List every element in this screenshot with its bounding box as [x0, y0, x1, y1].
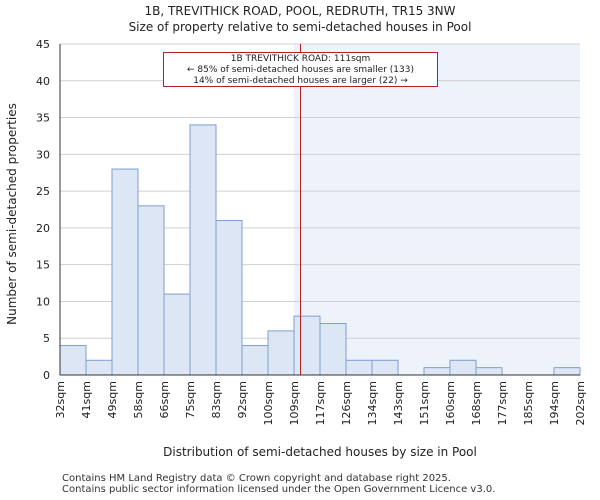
bar: [137, 205, 165, 376]
x-tick-label: 49sqm: [106, 381, 119, 418]
x-tick-label: 143sqm: [392, 381, 405, 425]
y-tick-label: 25: [36, 185, 50, 198]
bar: [345, 359, 373, 376]
x-tick-label: 134sqm: [366, 381, 379, 425]
y-tick-label: 45: [36, 38, 50, 51]
footer-line-1: Contains HM Land Registry data © Crown c…: [62, 473, 451, 484]
x-tick-label: 75sqm: [184, 381, 197, 418]
bar: [85, 359, 113, 376]
y-tick-label: 0: [43, 369, 50, 382]
bar: [189, 124, 217, 376]
y-tick-label: 35: [36, 112, 50, 125]
x-tick-label: 126sqm: [340, 381, 353, 425]
footer-line-2: Contains public sector information licen…: [62, 484, 496, 495]
bar: [423, 367, 451, 376]
x-tick-label: 168sqm: [470, 381, 483, 425]
y-tick-label: 10: [36, 295, 50, 308]
bar: [319, 323, 347, 376]
y-tick-label: 20: [36, 222, 50, 235]
x-axis-label: Distribution of semi-detached houses by …: [163, 445, 477, 459]
bar: [371, 359, 399, 376]
chart-subtitle: Size of property relative to semi-detach…: [128, 20, 472, 34]
x-tick-label: 117sqm: [314, 381, 327, 425]
highlight-region: [294, 44, 580, 375]
x-tick-label: 194sqm: [548, 381, 561, 425]
x-tick-label: 160sqm: [444, 381, 457, 425]
y-tick-label: 30: [36, 148, 50, 161]
x-tick-label: 177sqm: [496, 381, 509, 425]
x-tick-label: 58sqm: [132, 381, 145, 418]
annotation-box: 1B TREVITHICK ROAD: 111sqm ← 85% of semi…: [163, 52, 438, 87]
x-tick-label: 202sqm: [574, 381, 587, 425]
annotation-line-2: ← 85% of semi-detached houses are smalle…: [187, 65, 414, 75]
x-tick-label: 32sqm: [54, 381, 67, 418]
bar: [59, 345, 87, 376]
x-tick-label: 109sqm: [288, 381, 301, 425]
bar: [449, 359, 477, 376]
bar: [111, 168, 139, 376]
x-tick-label: 92sqm: [236, 381, 249, 418]
x-tick-label: 185sqm: [522, 381, 535, 425]
x-tick-label: 41sqm: [80, 381, 93, 418]
bar: [553, 367, 581, 376]
bar: [163, 293, 191, 376]
bar: [475, 367, 503, 376]
y-tick-label: 40: [36, 75, 50, 88]
x-tick-label: 100sqm: [262, 381, 275, 425]
annotation-line-1: 1B TREVITHICK ROAD: 111sqm: [230, 54, 371, 64]
annotation-line-3: 14% of semi-detached houses are larger (…: [193, 76, 408, 86]
bar: [241, 345, 269, 376]
bar: [293, 315, 321, 376]
bar: [267, 330, 295, 376]
x-tick-label: 66sqm: [158, 381, 171, 418]
x-tick-label: 83sqm: [210, 381, 223, 418]
chart-title: 1B, TREVITHICK ROAD, POOL, REDRUTH, TR15…: [144, 4, 456, 18]
y-tick-label: 15: [36, 259, 50, 272]
y-axis-label: Number of semi-detached properties: [5, 103, 19, 325]
y-tick-label: 5: [43, 332, 50, 345]
bar: [215, 220, 243, 376]
x-tick-label: 151sqm: [418, 381, 431, 425]
